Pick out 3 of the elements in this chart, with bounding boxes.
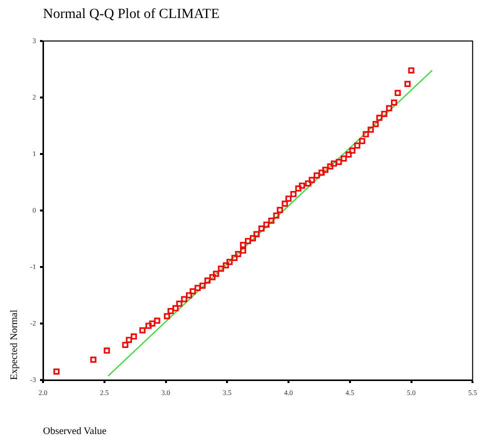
x-axis-title: Observed Value [43, 426, 107, 437]
chart-title: Normal Q-Q Plot of CLIMATE [43, 7, 220, 22]
y-axis-title: Expected Normal [9, 310, 20, 380]
